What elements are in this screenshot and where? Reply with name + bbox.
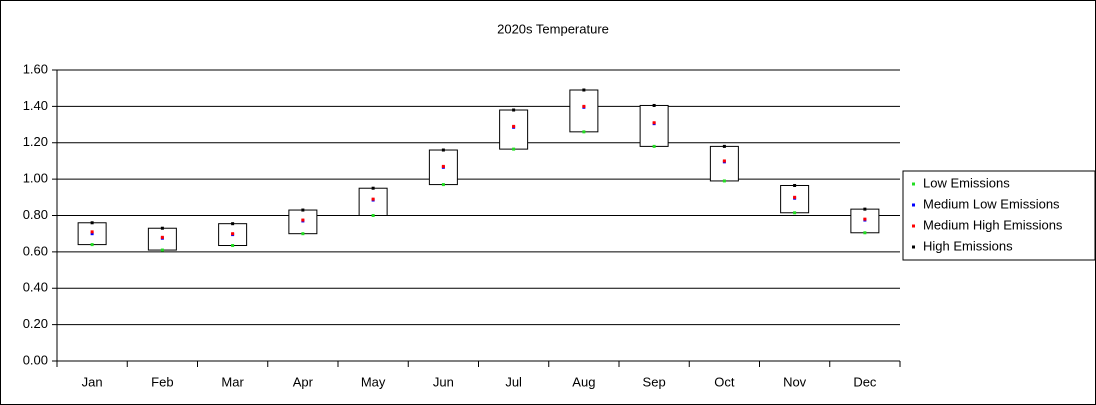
y-tick-label: 0.80 — [23, 207, 48, 222]
x-tick-label: Apr — [293, 374, 314, 389]
marker — [371, 197, 375, 201]
x-tick-label: Aug — [572, 374, 595, 389]
marker — [301, 208, 305, 212]
legend-marker — [912, 203, 915, 207]
marker — [512, 108, 516, 112]
chart-title: 2020s Temperature — [497, 21, 609, 36]
marker — [160, 226, 164, 230]
legend-label: Medium Low Emissions — [923, 196, 1060, 211]
marker — [441, 183, 445, 187]
marker — [652, 103, 656, 107]
marker — [793, 183, 797, 187]
marker — [90, 243, 94, 247]
y-tick-label: 1.20 — [23, 134, 48, 149]
legend-marker — [912, 245, 915, 249]
y-tick-label: 1.00 — [23, 171, 48, 186]
x-tick-label: May — [361, 374, 386, 389]
marker — [582, 104, 586, 108]
marker — [652, 144, 656, 148]
marker — [512, 124, 516, 128]
marker — [231, 222, 235, 226]
y-tick-label: 0.00 — [23, 352, 48, 367]
marker — [582, 130, 586, 134]
range-box — [639, 104, 669, 147]
y-tick-label: 0.60 — [23, 243, 48, 258]
marker — [160, 248, 164, 252]
marker — [231, 232, 235, 236]
marker — [722, 159, 726, 163]
marker — [441, 148, 445, 152]
x-tick-label: Mar — [221, 374, 244, 389]
y-tick-label: 1.40 — [23, 98, 48, 113]
x-tick-label: Nov — [783, 374, 807, 389]
marker — [863, 207, 867, 211]
legend-marker — [912, 224, 915, 228]
marker — [722, 144, 726, 148]
marker — [793, 195, 797, 199]
marker — [512, 147, 516, 151]
marker — [301, 232, 305, 236]
marker — [441, 164, 445, 168]
legend-marker — [912, 182, 915, 186]
marker — [652, 121, 656, 125]
marker — [793, 211, 797, 215]
range-box — [358, 187, 388, 216]
marker — [371, 214, 375, 217]
marker — [301, 218, 305, 222]
marker — [90, 221, 94, 225]
marker — [863, 217, 867, 221]
y-tick-label: 0.20 — [23, 316, 48, 331]
marker — [231, 244, 235, 248]
x-tick-label: Jun — [433, 374, 454, 389]
y-tick-label: 0.40 — [23, 280, 48, 295]
x-tick-label: Oct — [714, 374, 735, 389]
x-tick-label: Jul — [505, 374, 522, 389]
legend-box — [902, 170, 1096, 261]
legend-label: Medium High Emissions — [923, 217, 1063, 232]
range-box — [709, 145, 739, 182]
y-tick-label: 1.60 — [23, 61, 48, 76]
x-tick-label: Feb — [151, 374, 173, 389]
range-box — [499, 109, 529, 150]
range-box — [569, 89, 599, 133]
x-tick-label: Jan — [82, 374, 103, 389]
legend-label: Low Emissions — [923, 175, 1010, 190]
marker — [160, 235, 164, 239]
x-tick-label: Dec — [853, 374, 877, 389]
marker — [863, 231, 867, 235]
marker — [90, 232, 94, 236]
marker — [90, 230, 94, 234]
x-tick-label: Sep — [643, 374, 666, 389]
legend-label: High Emissions — [923, 238, 1013, 253]
marker — [722, 179, 726, 183]
marker — [582, 88, 586, 92]
marker — [371, 186, 375, 190]
